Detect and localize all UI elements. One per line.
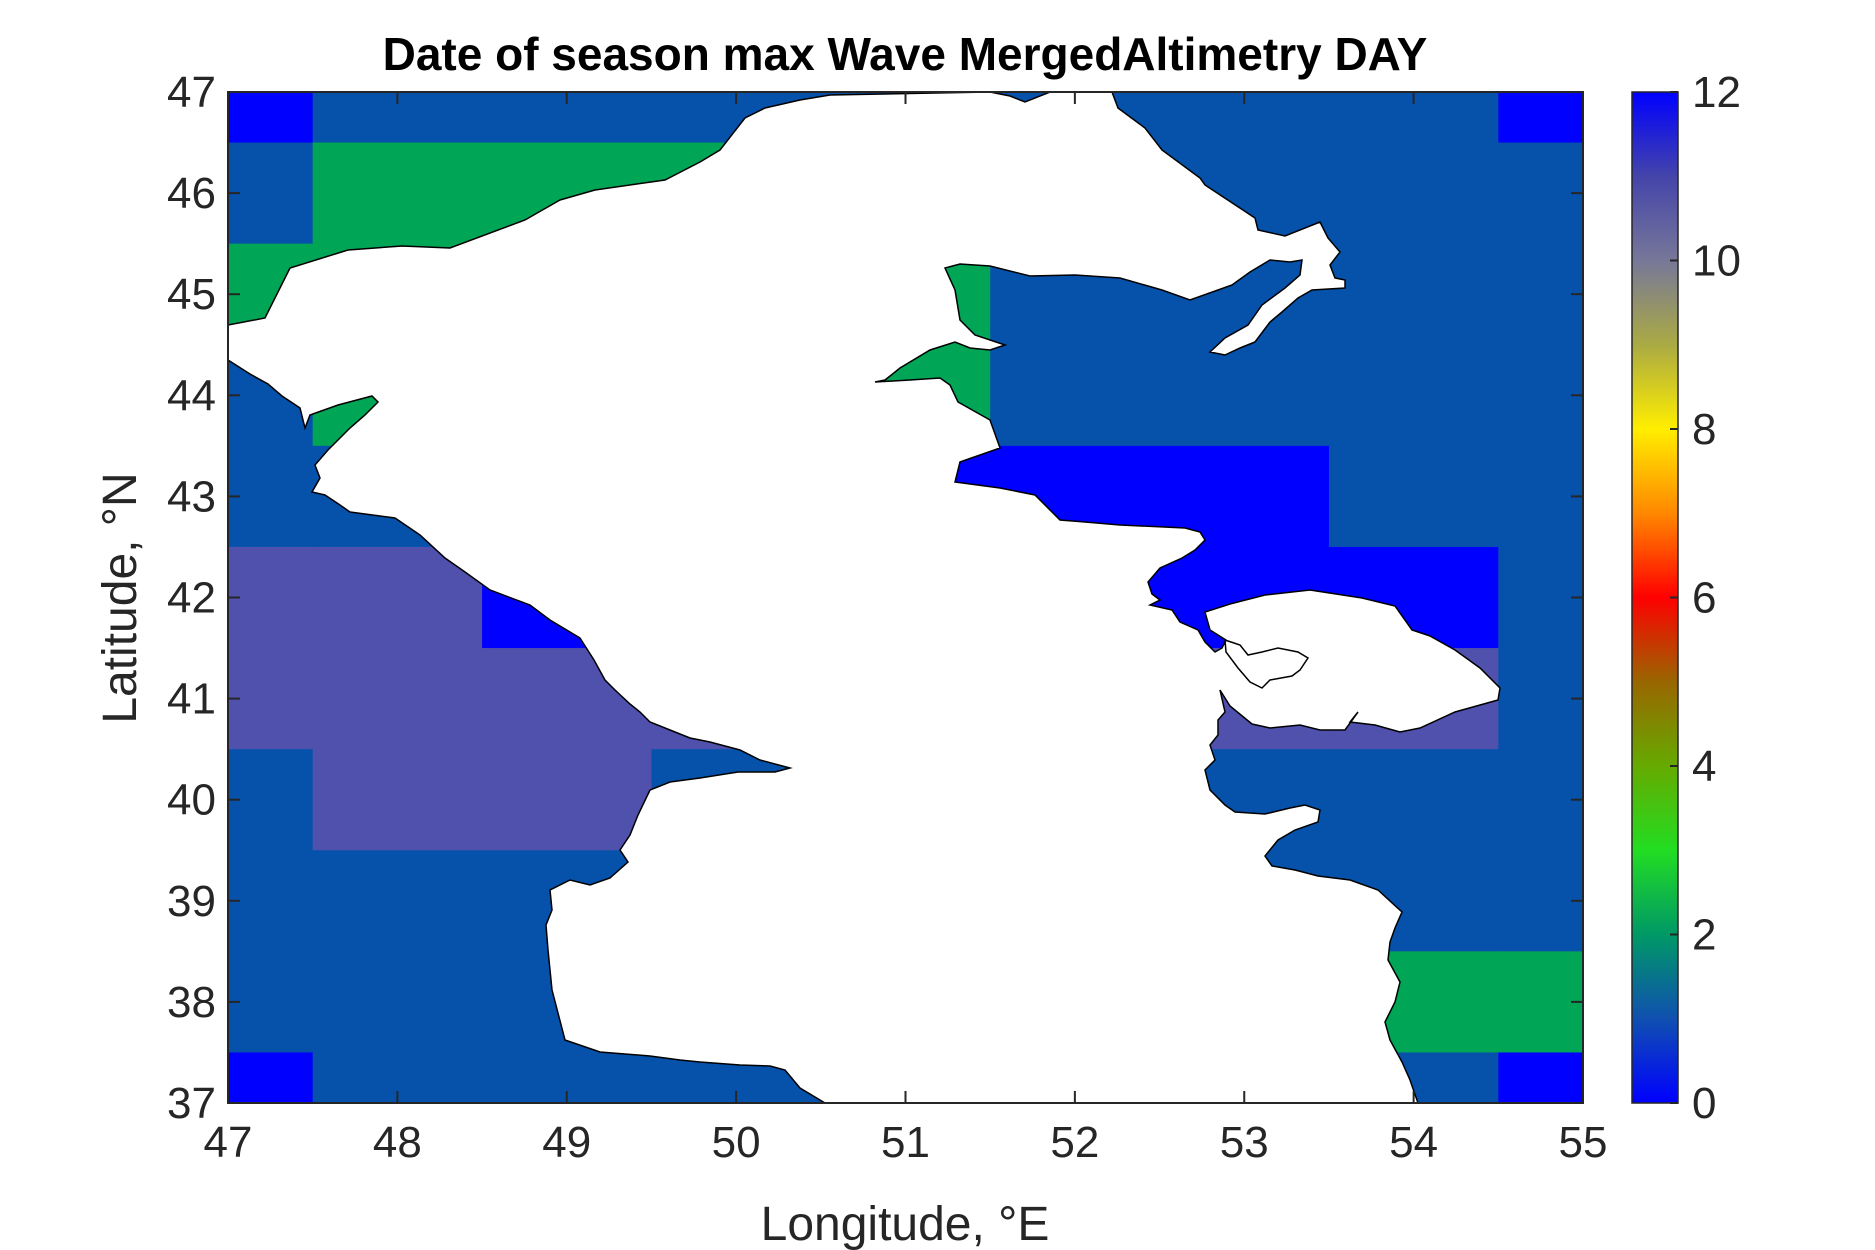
plot-area: [227, 91, 1584, 1104]
y-tick-label: 46: [167, 169, 216, 218]
heatmap-cell: [1498, 546, 1583, 649]
heatmap-cell: [228, 951, 314, 1054]
x-tick-label: 48: [373, 1118, 422, 1167]
x-tick-label: 55: [1559, 1118, 1608, 1167]
heatmap-cell: [228, 749, 314, 851]
colorbar: 0 2 4 6 8 10 12: [1631, 68, 1741, 1128]
heatmap-cell: [1328, 749, 1499, 851]
heatmap-cell: [1498, 445, 1583, 548]
heatmap-cell: [228, 546, 314, 649]
colorbar-tick-label: 0: [1692, 1079, 1716, 1128]
y-axis: 37 38 39 40 41 42 43 44 45 46 47: [167, 68, 1583, 1128]
heatmap-cell: [1498, 243, 1583, 346]
heatmap-cell: [228, 142, 314, 245]
heatmap-cell: [1328, 243, 1499, 346]
x-tick-label: 49: [542, 1118, 591, 1167]
y-tick-label: 39: [167, 877, 216, 926]
heatmap-cell: [312, 142, 483, 245]
colorbar-tick-label: 10: [1692, 237, 1741, 286]
x-tick-label: 51: [881, 1118, 930, 1167]
heatmap-cell: [482, 749, 653, 851]
y-tick-label: 44: [167, 371, 216, 420]
caspian-sea: [228, 92, 1501, 1103]
y-tick-label: 43: [167, 472, 216, 521]
chart-title: Date of season max Wave MergedAltimetry …: [383, 28, 1428, 80]
x-axis: 47 48 49 50 51 52 53 54 55: [204, 92, 1608, 1167]
x-tick-label: 53: [1220, 1118, 1269, 1167]
heatmap-cell: [1498, 142, 1583, 245]
heatmap-cell: [1498, 1052, 1583, 1103]
x-tick-label: 52: [1050, 1118, 1099, 1167]
heatmap-cell: [312, 749, 483, 851]
heatmap-cell: [1498, 92, 1583, 144]
x-axis-label: Longitude, °E: [761, 1198, 1050, 1250]
heatmap-cell: [1328, 344, 1499, 447]
x-tick-label: 47: [204, 1118, 253, 1167]
heatmap-cell: [1498, 951, 1583, 1054]
colorbar-tick-label: 6: [1692, 574, 1716, 623]
colorbar-tick-label: 2: [1692, 911, 1716, 960]
colorbar-tick-label: 4: [1692, 742, 1716, 791]
heatmap-cell: [228, 1052, 314, 1103]
colorbar-tick-label: 8: [1692, 405, 1716, 454]
colorbar-tick-label: 12: [1692, 68, 1741, 117]
heatmap-cell: [228, 445, 314, 548]
y-tick-label: 40: [167, 776, 216, 825]
heatmap-cell: [1498, 648, 1583, 750]
y-tick-label: 37: [167, 1079, 216, 1128]
y-tick-label: 47: [167, 68, 216, 117]
heatmap-cell: [228, 92, 314, 144]
heatmap-cell: [990, 344, 1161, 447]
heatmap-cell: [1159, 344, 1330, 447]
heatmap-cell: [1328, 445, 1499, 548]
y-tick-label: 41: [167, 675, 216, 724]
heatmap-cell: [228, 850, 314, 952]
y-axis-label: Latitude, °N: [94, 472, 147, 723]
heatmap-cell: [228, 648, 314, 750]
sea-mask: [228, 92, 1501, 1103]
y-tick-label: 38: [167, 978, 216, 1027]
heatmap-cell: [1498, 749, 1583, 851]
x-tick-label: 50: [712, 1118, 761, 1167]
heatmap-cell: [1498, 344, 1583, 447]
x-tick-label: 54: [1389, 1118, 1438, 1167]
heatmap-cell: [312, 951, 483, 1054]
y-tick-label: 42: [167, 574, 216, 623]
heatmap-cell: [312, 648, 483, 750]
heatmap-cell: [312, 850, 483, 952]
colorbar-ticks: 0 2 4 6 8 10 12: [1670, 68, 1741, 1128]
heatmap-cell: [1498, 850, 1583, 952]
heatmap-cell: [1328, 142, 1499, 245]
y-tick-label: 45: [167, 270, 216, 319]
